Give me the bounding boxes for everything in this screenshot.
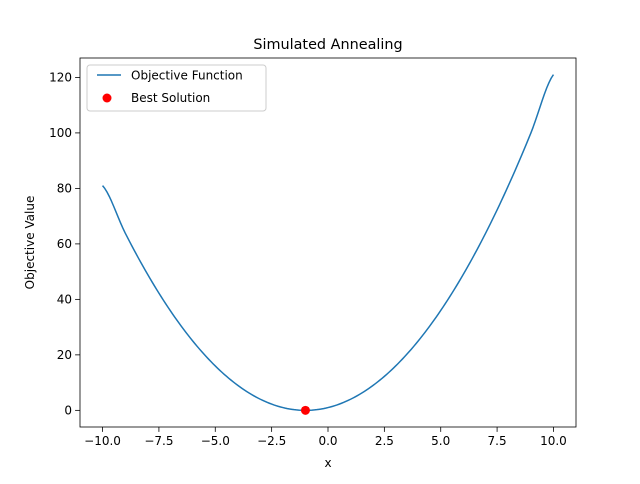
- chart-title: Simulated Annealing: [253, 37, 402, 53]
- best-solution-point: [300, 405, 310, 415]
- legend: Objective Function Best Solution: [86, 64, 267, 112]
- x-axis-label: x: [324, 456, 331, 470]
- x-tick-label: −2.5: [257, 434, 286, 448]
- x-tick-label: 2.5: [375, 434, 394, 448]
- y-tick-label: 80: [57, 182, 72, 196]
- legend-label-best-solution: Best Solution: [131, 91, 210, 105]
- y-tick-label: 40: [57, 293, 72, 307]
- legend-swatch-best-solution: [102, 93, 112, 103]
- y-tick-label: 0: [64, 404, 72, 418]
- legend-box: [86, 64, 267, 112]
- y-tick-label: 100: [49, 126, 72, 140]
- x-axis-ticks: −10.0 −7.5 −5.0 −2.5 0.0 2.5 5.0 7.5 10.0: [84, 427, 567, 448]
- x-tick-label: 7.5: [488, 434, 507, 448]
- x-tick-label: −7.5: [144, 434, 173, 448]
- series-line-objective-function: [101, 74, 555, 412]
- y-tick-label: 20: [57, 348, 72, 362]
- x-tick-label: 5.0: [431, 434, 450, 448]
- x-tick-label: 10.0: [540, 434, 567, 448]
- y-tick-label: 60: [57, 237, 72, 251]
- y-tick-label: 120: [49, 71, 72, 85]
- series-layer: [101, 74, 555, 415]
- legend-label-objective-function: Objective Function: [131, 69, 243, 83]
- x-tick-label: −10.0: [84, 434, 121, 448]
- x-tick-label: 0.0: [318, 434, 337, 448]
- y-axis-label: Objective Value: [23, 196, 37, 290]
- y-axis-ticks: 0 20 40 60 80 100 120: [49, 71, 80, 418]
- x-tick-label: −5.0: [201, 434, 230, 448]
